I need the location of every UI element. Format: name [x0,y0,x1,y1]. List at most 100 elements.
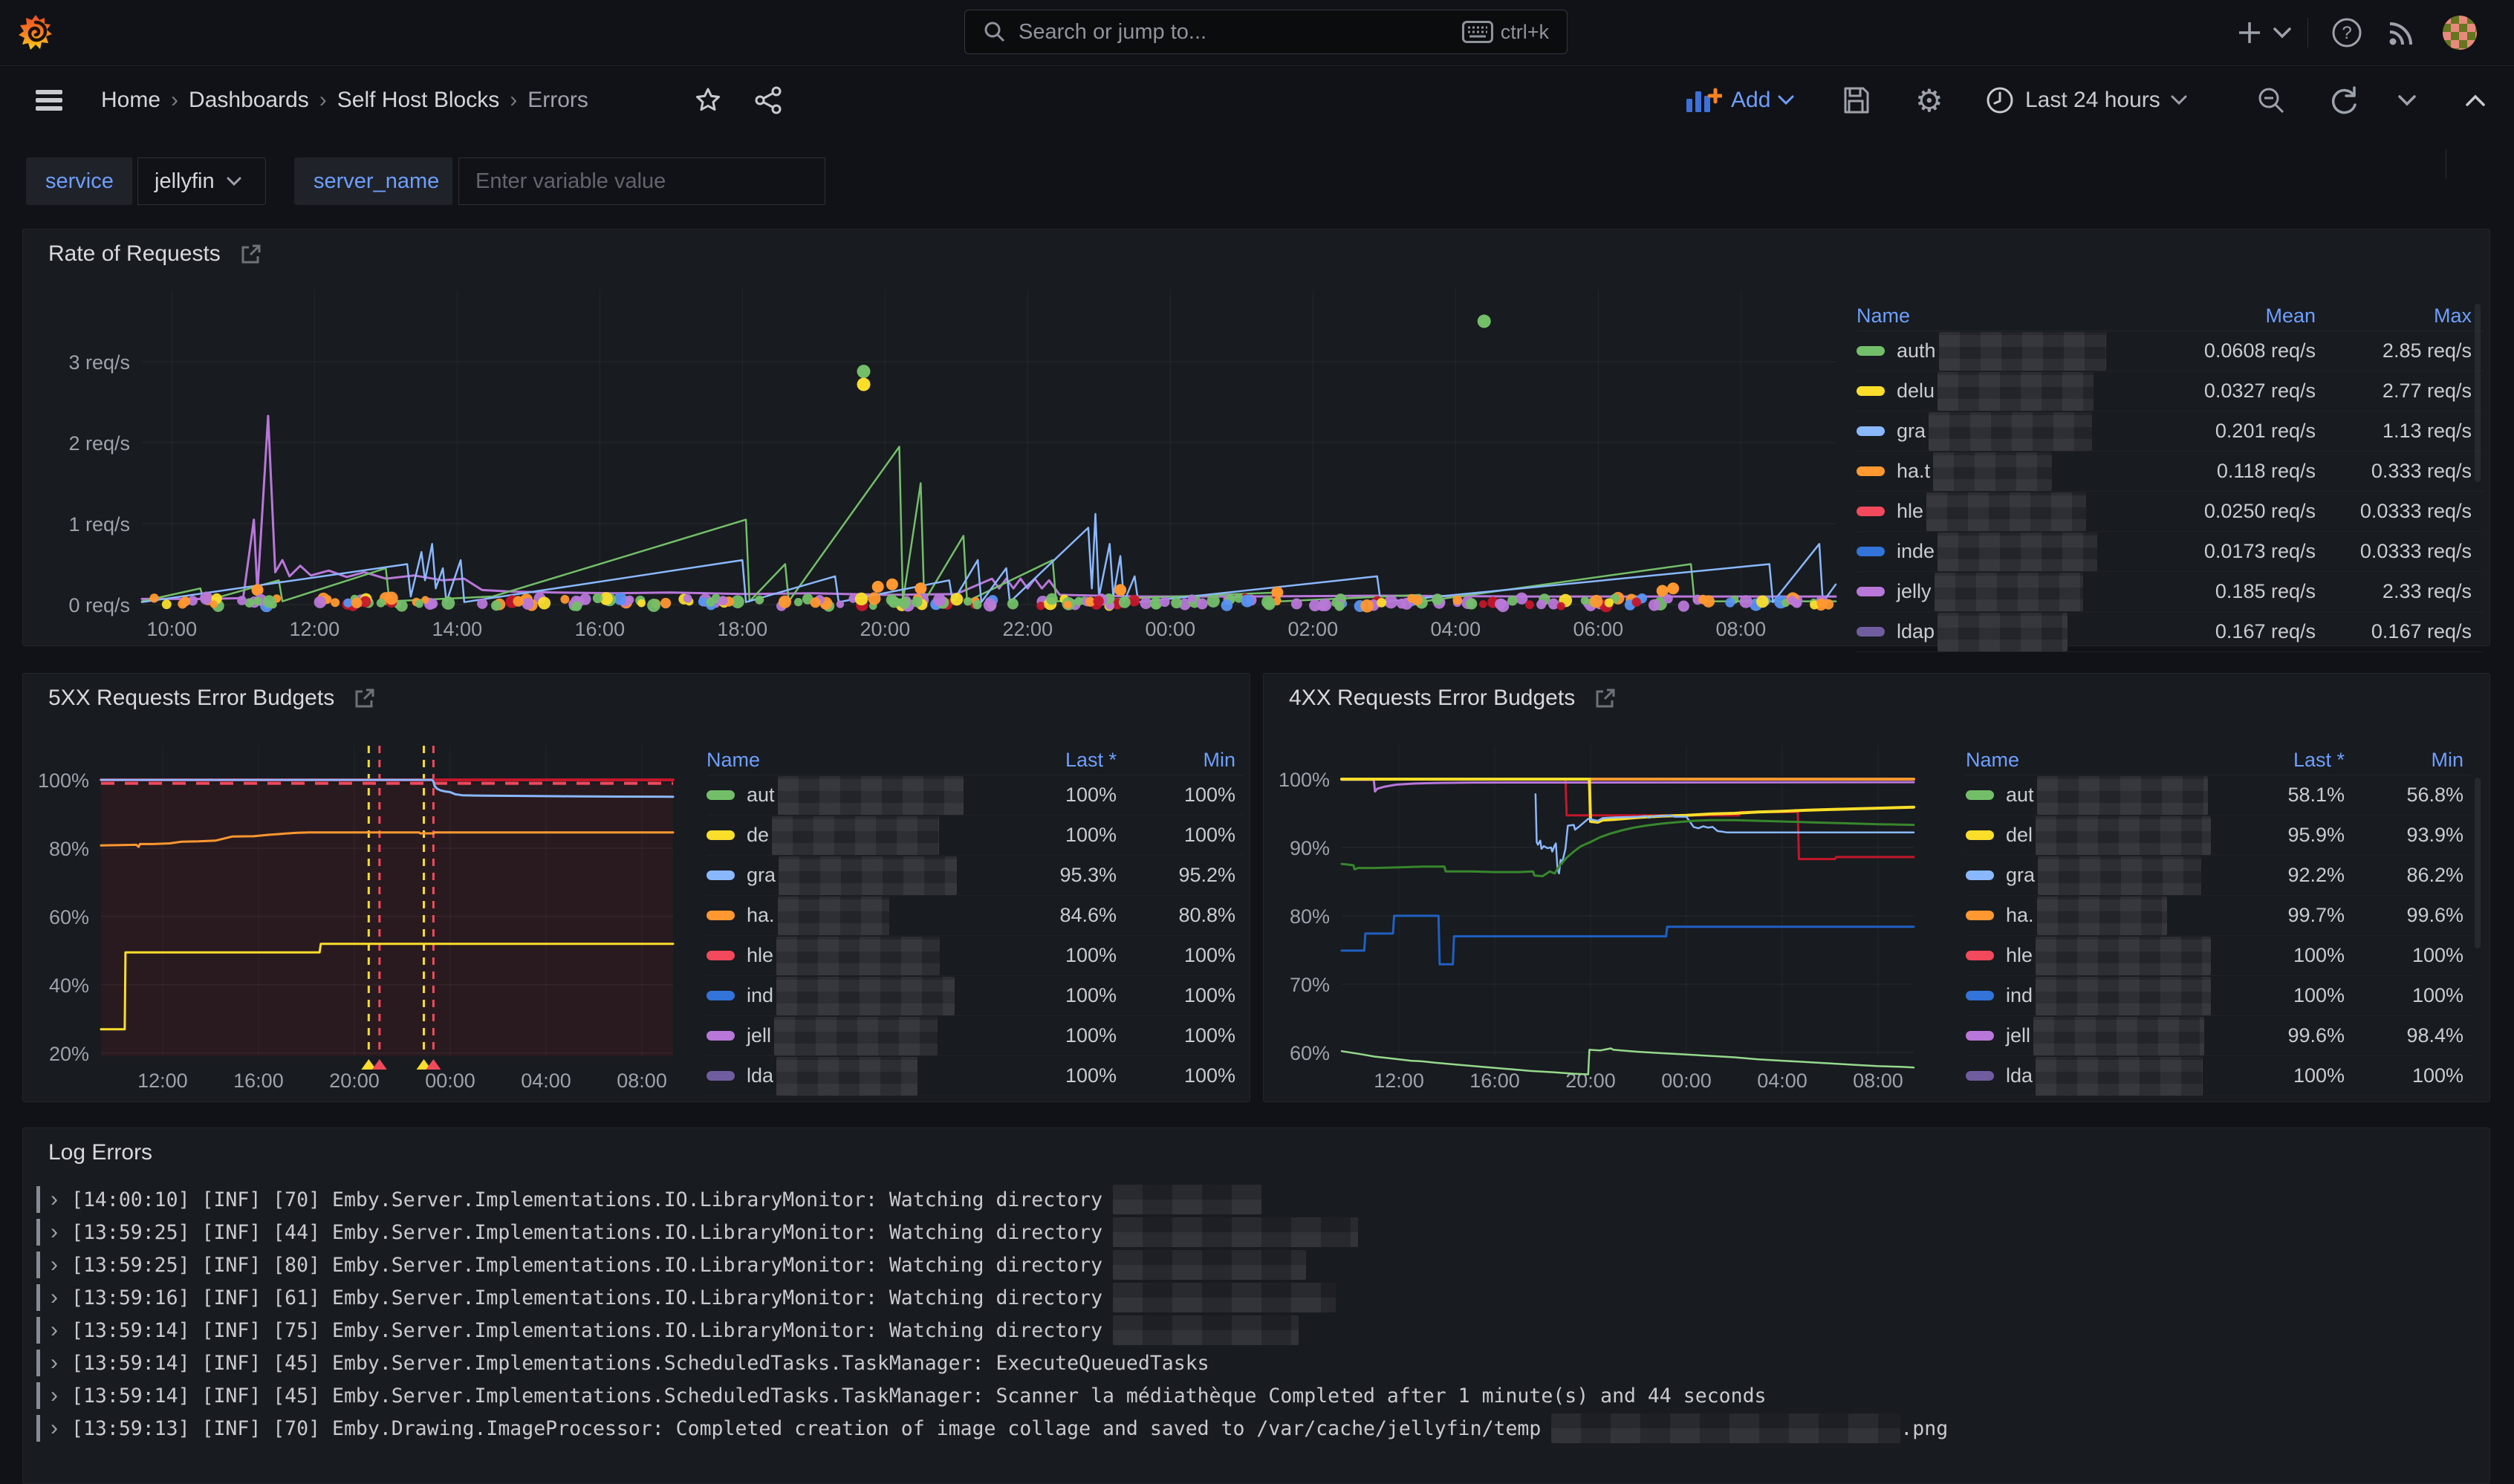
legend-row[interactable]: ha. 84.6% 80.8% [707,896,1243,936]
log-row[interactable]: › [13:59:25] [INF] [80] Emby.Server.Imple… [33,1249,2479,1281]
legend-row[interactable]: gra 95.3% 95.2% [707,856,1243,896]
legend-header-min[interactable]: Min [1203,748,1235,771]
legend-row[interactable]: gra 92.2% 86.2% [1966,856,2471,896]
log-message: [13:59:14] [INF] [75] Emby.Server.Implem… [71,1318,1103,1342]
legend-header-min[interactable]: Min [2431,748,2463,771]
share-button[interactable] [753,66,783,134]
legend-row[interactable]: lda 100% 100% [1966,1056,2471,1096]
legend-row[interactable]: aut 58.1% 56.8% [1966,775,2471,816]
panel-title[interactable]: 4XX Requests Error Budgets [1289,686,1617,711]
external-link-icon[interactable] [1594,687,1617,709]
log-expand-icon[interactable]: › [51,1416,58,1440]
legend-row[interactable]: gra 0.201 req/s 1.13 req/s [1857,411,2484,452]
help-button[interactable]: ? [2324,0,2370,65]
variable-label-server-name: server_name [294,157,452,205]
legend-row[interactable]: jelly 0.185 req/s 2.33 req/s [1857,572,2484,612]
legend-row[interactable]: hle 100% 100% [707,936,1243,976]
svg-text:08:00: 08:00 [1853,1070,1903,1092]
user-avatar[interactable] [2443,16,2477,50]
legend-row[interactable]: ha.t 0.118 req/s 0.333 req/s [1857,452,2484,492]
dashboard-settings-button[interactable]: ⚙ [1915,66,1943,134]
legend-row[interactable]: ind 100% 100% [707,976,1243,1016]
legend-header-last[interactable]: Last * [2293,748,2345,771]
time-range-picker[interactable]: Last 24 hours [1985,66,2187,134]
series-name: ind [707,976,983,1015]
breadcrumb-separator: › [171,88,179,112]
legend-row[interactable]: inde 0.0173 req/s 0.0333 req/s [1857,532,2484,572]
zoom-out-button[interactable] [2255,66,2287,134]
legend-header-last[interactable]: Last * [1065,748,1117,771]
chevron-down-icon [2273,27,2291,39]
legend-row[interactable]: ind 100% 100% [1966,976,2471,1016]
log-row[interactable]: › [13:59:14] [INF] [45] Emby.Server.Imple… [33,1379,2479,1412]
variable-picker-service[interactable]: jellyfin [137,157,266,205]
log-expand-icon[interactable]: › [51,1187,58,1211]
breadcrumb-folder[interactable]: Self Host Blocks [337,88,500,112]
redacted-name [2036,896,2167,935]
refresh-interval-dropdown[interactable] [2398,66,2416,134]
svg-text:20:00: 20:00 [860,618,911,640]
legend-row[interactable]: hle 100% 100% [1966,936,2471,976]
log-expand-icon[interactable]: › [51,1252,58,1277]
legend-row[interactable]: del 95.9% 93.9% [1966,816,2471,856]
legend-row[interactable]: delu 0.0327 req/s 2.77 req/s [1857,371,2484,411]
log-expand-icon[interactable]: › [51,1350,58,1375]
grafana-logo-icon[interactable] [16,13,55,52]
legend-row[interactable]: jell 100% 100% [707,1016,1243,1056]
breadcrumb-home[interactable]: Home [101,88,161,112]
panel-title[interactable]: 5XX Requests Error Budgets [48,686,376,711]
legend-header-name[interactable]: Name [1857,304,1911,327]
legend-scrollbar[interactable] [2475,304,2481,482]
refresh-button[interactable] [2328,66,2359,134]
new-item-dropdown-chevron[interactable] [2267,0,2297,65]
5xx-error-budgets-chart[interactable]: 20% 40% 60% 80% 100% 12:00 16:00 20:00 00:00 04:0… [38,729,692,1093]
log-row[interactable]: › [13:59:25] [INF] [44] Emby.Server.Imple… [33,1216,2479,1249]
variable-input-server-name[interactable] [458,157,825,205]
log-row[interactable]: › [14:00:10] [INF] [70] Emby.Server.Imple… [33,1183,2479,1216]
legend-row[interactable]: aut 100% 100% [707,775,1243,816]
log-expand-icon[interactable]: › [51,1383,58,1407]
legend-value-1: 0.185 req/s [2215,580,2316,602]
log-row[interactable]: › [13:59:14] [INF] [45] Emby.Server.Imple… [33,1347,2479,1379]
log-expand-icon[interactable]: › [51,1220,58,1244]
legend-value-1: 0.0173 req/s [2203,540,2316,562]
mega-menu-button[interactable] [34,66,64,134]
add-panel-button[interactable]: Add [1685,66,1794,134]
favorite-button[interactable] [694,66,722,134]
legend-row[interactable]: ldap 0.167 req/s 0.167 req/s [1857,612,2484,652]
log-row[interactable]: › [13:59:16] [INF] [61] Emby.Server.Imple… [33,1281,2479,1314]
legend-row[interactable]: auth 0.0608 req/s 2.85 req/s [1857,331,2484,371]
legend-header-name[interactable]: Name [1966,748,2020,771]
panel-title[interactable]: Rate of Requests [48,241,262,267]
legend-header-name[interactable]: Name [707,748,761,771]
external-link-icon[interactable] [354,687,376,709]
4xx-error-budgets-chart[interactable]: 60%70%80%90%100%12:00 16:00 20:00 00:00 04:0… [1279,729,1932,1093]
redacted-name [772,816,940,855]
news-feed-button[interactable] [2379,0,2425,65]
legend-row[interactable]: jell 99.6% 98.4% [1966,1016,2471,1056]
rate-of-requests-chart[interactable]: 0 req/s 1 req/s 2 req/s 3 req/s 10:00 12:00 14… [45,274,1843,645]
log-expand-icon[interactable]: › [51,1318,58,1342]
legend-row[interactable]: de 100% 100% [707,816,1243,856]
legend-scrollbar[interactable] [2475,778,2481,948]
new-item-button[interactable] [2229,0,2270,65]
legend-value-2: 93.9% [2406,824,2463,846]
log-row[interactable]: › [13:59:14] [INF] [75] Emby.Server.Imple… [33,1314,2479,1347]
legend-value-2: 2.77 req/s [2382,380,2472,402]
external-link-icon[interactable] [240,243,262,265]
breadcrumb-dashboards[interactable]: Dashboards [189,88,309,112]
panel-title[interactable]: Log Errors [48,1140,153,1165]
legend-header-mean[interactable]: Mean [2265,304,2316,327]
search-input[interactable]: Search or jump to... ctrl+k [964,10,1568,54]
legend-value-2: 0.333 req/s [2371,460,2472,482]
legend-row[interactable]: ha. 99.7% 99.6% [1966,896,2471,936]
save-dashboard-button[interactable] [1841,66,1871,134]
collapse-toolbar-button[interactable] [2465,66,2486,134]
gear-icon: ⚙ [1915,82,1943,118]
log-row[interactable]: › [13:59:13] [INF] [70] Emby.Drawing.Imag… [33,1412,2479,1445]
log-expand-icon[interactable]: › [51,1285,58,1309]
legend-row[interactable]: hle 0.0250 req/s 0.0333 req/s [1857,492,2484,532]
legend-value-1: 100% [1065,824,1117,846]
legend-row[interactable]: lda 100% 100% [707,1056,1243,1096]
legend-header-max[interactable]: Max [2433,304,2472,327]
